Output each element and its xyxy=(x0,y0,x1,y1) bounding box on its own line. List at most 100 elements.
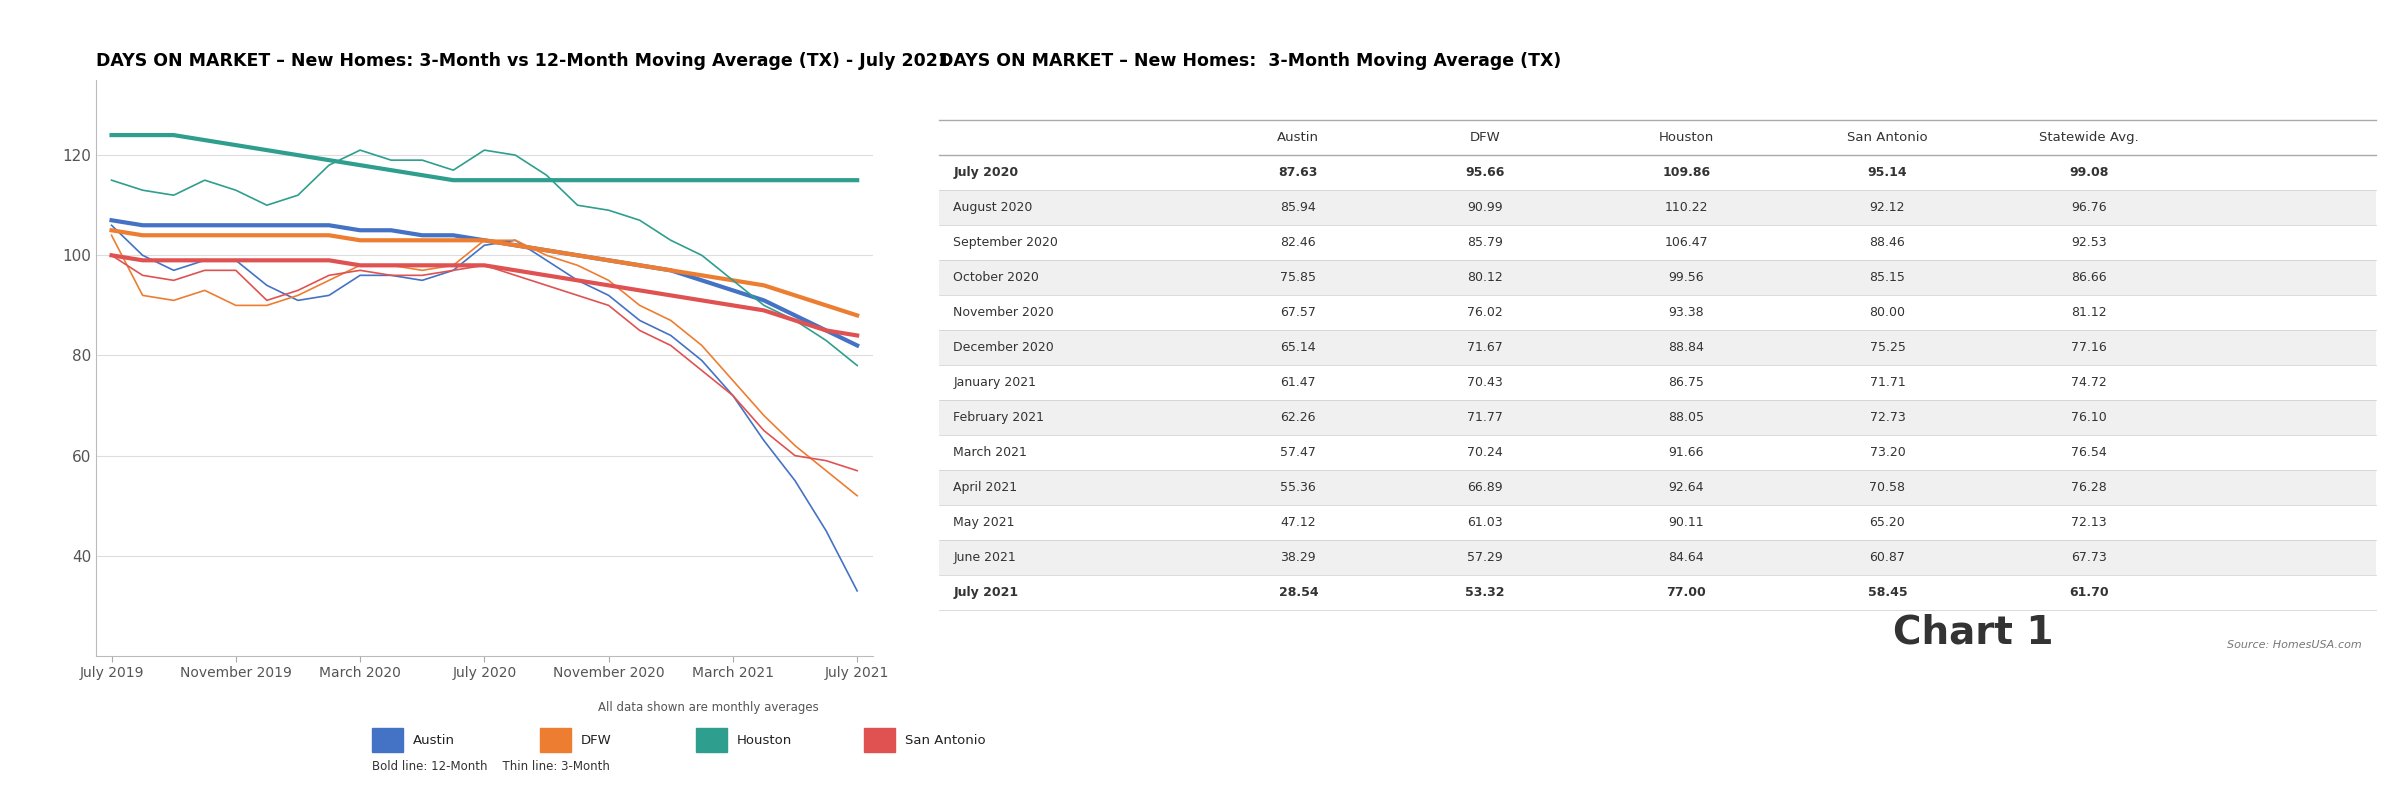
Text: 70.24: 70.24 xyxy=(1466,446,1502,459)
Text: May 2021: May 2021 xyxy=(953,516,1015,529)
FancyBboxPatch shape xyxy=(938,400,2376,435)
Text: 95.14: 95.14 xyxy=(1867,166,1908,179)
Text: 92.53: 92.53 xyxy=(2071,236,2107,250)
Text: DAYS ON MARKET – New Homes:  3-Month Moving Average (TX): DAYS ON MARKET – New Homes: 3-Month Movi… xyxy=(938,52,1562,70)
Text: 99.56: 99.56 xyxy=(1668,271,1704,284)
Text: 76.02: 76.02 xyxy=(1466,306,1502,319)
Text: Austin: Austin xyxy=(1277,131,1320,144)
Text: 76.54: 76.54 xyxy=(2071,446,2107,459)
Text: 66.89: 66.89 xyxy=(1466,481,1502,494)
Text: 57.47: 57.47 xyxy=(1279,446,1315,459)
Text: 61.70: 61.70 xyxy=(2069,586,2110,599)
Text: 73.20: 73.20 xyxy=(1870,446,1906,459)
FancyBboxPatch shape xyxy=(938,155,2376,190)
Text: 67.57: 67.57 xyxy=(1279,306,1315,319)
Text: 92.64: 92.64 xyxy=(1668,481,1704,494)
FancyBboxPatch shape xyxy=(938,540,2376,575)
Text: DFW: DFW xyxy=(1469,131,1500,144)
FancyBboxPatch shape xyxy=(938,575,2376,610)
Text: 70.43: 70.43 xyxy=(1466,376,1502,389)
FancyBboxPatch shape xyxy=(938,435,2376,470)
Text: 74.72: 74.72 xyxy=(2071,376,2107,389)
Text: 93.38: 93.38 xyxy=(1668,306,1704,319)
Text: 75.25: 75.25 xyxy=(1870,341,1906,354)
Text: Chart 1: Chart 1 xyxy=(1894,614,2054,652)
Text: 86.66: 86.66 xyxy=(2071,271,2107,284)
Text: 88.05: 88.05 xyxy=(1668,411,1704,424)
Text: 99.08: 99.08 xyxy=(2069,166,2107,179)
Text: 88.46: 88.46 xyxy=(1870,236,1906,250)
Text: 77.00: 77.00 xyxy=(1666,586,1706,599)
Text: November 2020: November 2020 xyxy=(953,306,1054,319)
FancyBboxPatch shape xyxy=(938,330,2376,365)
Text: 80.12: 80.12 xyxy=(1466,271,1502,284)
Text: 109.86: 109.86 xyxy=(1663,166,1711,179)
Text: 61.47: 61.47 xyxy=(1282,376,1315,389)
Text: January 2021: January 2021 xyxy=(953,376,1037,389)
Text: 72.13: 72.13 xyxy=(2071,516,2107,529)
Text: Houston: Houston xyxy=(737,734,792,746)
Text: 38.29: 38.29 xyxy=(1282,551,1315,564)
Text: 85.94: 85.94 xyxy=(1282,202,1315,214)
Text: 65.20: 65.20 xyxy=(1870,516,1906,529)
Text: 90.11: 90.11 xyxy=(1668,516,1704,529)
Text: 84.64: 84.64 xyxy=(1668,551,1704,564)
Text: 72.73: 72.73 xyxy=(1870,411,1906,424)
Text: October 2020: October 2020 xyxy=(953,271,1039,284)
Text: September 2020: September 2020 xyxy=(953,236,1058,250)
Text: 81.12: 81.12 xyxy=(2071,306,2107,319)
Text: December 2020: December 2020 xyxy=(953,341,1054,354)
Text: 62.26: 62.26 xyxy=(1282,411,1315,424)
Text: Austin: Austin xyxy=(413,734,456,746)
Text: 76.10: 76.10 xyxy=(2071,411,2107,424)
Text: 61.03: 61.03 xyxy=(1466,516,1502,529)
Text: 85.15: 85.15 xyxy=(1870,271,1906,284)
Text: All data shown are monthly averages: All data shown are monthly averages xyxy=(598,702,818,714)
Text: 58.45: 58.45 xyxy=(1867,586,1908,599)
FancyBboxPatch shape xyxy=(938,365,2376,400)
Text: 71.67: 71.67 xyxy=(1466,341,1502,354)
Text: 55.36: 55.36 xyxy=(1282,481,1315,494)
Text: 90.99: 90.99 xyxy=(1466,202,1502,214)
Text: 86.75: 86.75 xyxy=(1668,376,1704,389)
Text: San Antonio: San Antonio xyxy=(1848,131,1927,144)
Text: San Antonio: San Antonio xyxy=(905,734,986,746)
Text: 57.29: 57.29 xyxy=(1466,551,1502,564)
Text: April 2021: April 2021 xyxy=(953,481,1018,494)
Text: 96.76: 96.76 xyxy=(2071,202,2107,214)
Text: 88.84: 88.84 xyxy=(1668,341,1704,354)
Text: Houston: Houston xyxy=(1658,131,1714,144)
Text: July 2020: July 2020 xyxy=(953,166,1018,179)
Text: Statewide Avg.: Statewide Avg. xyxy=(2038,131,2138,144)
FancyBboxPatch shape xyxy=(938,295,2376,330)
FancyBboxPatch shape xyxy=(938,260,2376,295)
Text: July 2021: July 2021 xyxy=(953,586,1018,599)
Text: 110.22: 110.22 xyxy=(1666,202,1709,214)
Text: DAYS ON MARKET – New Homes: 3-Month vs 12-Month Moving Average (TX) - July 2021: DAYS ON MARKET – New Homes: 3-Month vs 1… xyxy=(96,52,950,70)
Text: 95.66: 95.66 xyxy=(1466,166,1505,179)
Text: 71.71: 71.71 xyxy=(1870,376,1906,389)
Text: 87.63: 87.63 xyxy=(1279,166,1318,179)
Text: 106.47: 106.47 xyxy=(1666,236,1709,250)
Text: June 2021: June 2021 xyxy=(953,551,1015,564)
FancyBboxPatch shape xyxy=(938,190,2376,226)
Text: March 2021: March 2021 xyxy=(953,446,1027,459)
Text: Source: HomesUSA.com: Source: HomesUSA.com xyxy=(2227,640,2362,650)
Text: 92.12: 92.12 xyxy=(1870,202,1906,214)
Text: August 2020: August 2020 xyxy=(953,202,1032,214)
Text: 77.16: 77.16 xyxy=(2071,341,2107,354)
Text: Bold line: 12-Month    Thin line: 3-Month: Bold line: 12-Month Thin line: 3-Month xyxy=(372,760,610,773)
Text: 47.12: 47.12 xyxy=(1282,516,1315,529)
Text: 75.85: 75.85 xyxy=(1279,271,1315,284)
Text: 67.73: 67.73 xyxy=(2071,551,2107,564)
Text: February 2021: February 2021 xyxy=(953,411,1044,424)
Text: 80.00: 80.00 xyxy=(1870,306,1906,319)
Text: 71.77: 71.77 xyxy=(1466,411,1502,424)
FancyBboxPatch shape xyxy=(938,226,2376,260)
FancyBboxPatch shape xyxy=(938,470,2376,505)
Text: 85.79: 85.79 xyxy=(1466,236,1502,250)
Text: 91.66: 91.66 xyxy=(1668,446,1704,459)
Text: 76.28: 76.28 xyxy=(2071,481,2107,494)
FancyBboxPatch shape xyxy=(938,505,2376,540)
Text: 70.58: 70.58 xyxy=(1870,481,1906,494)
